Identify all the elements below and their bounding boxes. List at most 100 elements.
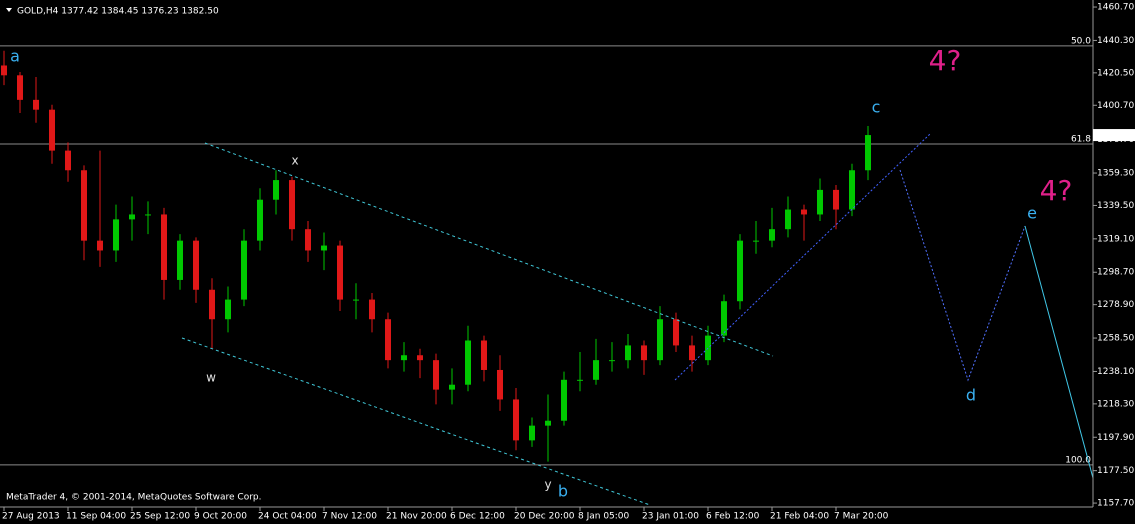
candle-body xyxy=(657,319,663,361)
x-tick-label: 27 Aug 2013 xyxy=(2,512,60,522)
wave-label: x xyxy=(291,154,298,168)
candle-body xyxy=(289,180,295,230)
candle-body xyxy=(801,209,807,215)
y-tick-label: 1238.10 xyxy=(1097,367,1134,377)
wave-label: 4? xyxy=(1040,174,1073,207)
y-tick-label: 1197.90 xyxy=(1097,433,1134,443)
y-tick-label: 1420.50 xyxy=(1097,68,1134,78)
candle-body xyxy=(369,299,375,320)
y-tick-label: 1319.10 xyxy=(1097,234,1134,244)
candle-body xyxy=(449,384,455,390)
level-label: 50.0 xyxy=(1071,36,1091,46)
candle-body xyxy=(833,189,839,210)
candle-body xyxy=(561,379,567,421)
candle-body xyxy=(17,75,23,100)
candle-body xyxy=(529,425,535,441)
wave-label: a xyxy=(10,47,20,66)
x-tick-label: 6 Feb 12:00 xyxy=(706,512,760,522)
y-tick-label: 1298.70 xyxy=(1097,268,1134,278)
chart-title: GOLD,H4 1377.42 1384.45 1376.23 1382.50 xyxy=(17,7,219,17)
wave-label: 4? xyxy=(929,44,962,77)
candle-body xyxy=(417,355,423,361)
y-tick-label: 1440.30 xyxy=(1097,36,1134,46)
y-tick-label: 1278.90 xyxy=(1097,300,1134,310)
y-tick-label: 1157.70 xyxy=(1097,499,1134,509)
candle-body xyxy=(481,340,487,370)
x-tick-label: 11 Sep 04:00 xyxy=(66,512,126,522)
channel-lower xyxy=(181,337,651,506)
x-tick-label: 25 Sep 12:00 xyxy=(130,512,190,522)
candle-body xyxy=(401,355,407,361)
candle-body xyxy=(689,345,695,361)
candle-body xyxy=(625,345,631,361)
candle-body xyxy=(353,299,359,301)
candle-body xyxy=(865,135,871,171)
wave-label: b xyxy=(558,482,568,501)
y-tick-label: 1400.70 xyxy=(1097,101,1134,111)
candle-body xyxy=(465,340,471,385)
candle-body xyxy=(145,214,151,216)
x-tick-label: 7 Nov 12:00 xyxy=(322,512,377,522)
candle-body xyxy=(433,360,439,390)
candle-body xyxy=(49,109,55,151)
candle-body xyxy=(337,245,343,300)
y-tick-label: 1177.50 xyxy=(1097,466,1134,476)
x-tick-label: 20 Dec 20:00 xyxy=(514,512,575,522)
candle-body xyxy=(385,319,391,361)
candle-body xyxy=(577,379,583,381)
candle-body xyxy=(609,360,615,362)
wave-label: c xyxy=(872,98,881,117)
candle-body xyxy=(33,99,39,110)
candle-body xyxy=(513,399,519,441)
y-tick-label: 1258.50 xyxy=(1097,334,1134,344)
candle-body xyxy=(273,180,279,200)
candle-body xyxy=(593,360,599,380)
candle-body xyxy=(193,240,199,290)
level-label: 61.8 xyxy=(1071,135,1091,145)
candle-body xyxy=(705,335,711,361)
candle-body xyxy=(497,369,503,400)
candle-body xyxy=(769,229,775,241)
candle-body xyxy=(737,240,743,302)
candle-body xyxy=(225,299,231,320)
y-tick-label: 1359.30 xyxy=(1097,169,1134,179)
wave-label: d xyxy=(966,386,976,405)
channel-upper xyxy=(204,142,774,357)
x-tick-label: 21 Nov 20:00 xyxy=(386,512,447,522)
candle-body xyxy=(81,170,87,241)
candle-body xyxy=(321,245,327,251)
candle-body xyxy=(849,170,855,210)
x-tick-label: 9 Oct 20:00 xyxy=(194,512,247,522)
axis: 1460.701440.301420.501400.701379.701359.… xyxy=(2,3,1135,522)
candle-body xyxy=(753,240,759,242)
projection xyxy=(1024,225,1094,479)
level-label: 100.0 xyxy=(1065,455,1091,465)
x-tick-label: 6 Dec 12:00 xyxy=(450,512,505,522)
wave-label: w xyxy=(206,371,216,385)
x-tick-label: 7 Mar 20:00 xyxy=(834,512,889,522)
menu-arrow[interactable] xyxy=(6,8,12,12)
candle-body xyxy=(641,345,647,361)
candle-body xyxy=(161,214,167,280)
candle-body xyxy=(721,301,727,336)
candle-body xyxy=(129,214,135,220)
candle-body xyxy=(209,289,215,320)
candle-body xyxy=(785,209,791,230)
wave-label: e xyxy=(1027,204,1037,223)
y-tick-label: 1460.70 xyxy=(1097,3,1134,13)
candle-body xyxy=(817,189,823,215)
candle-body xyxy=(545,420,551,426)
plot: 50.0 61.8 100.0 xyxy=(0,36,1093,466)
x-tick-label: 23 Jan 01:00 xyxy=(642,512,699,522)
candle-body xyxy=(97,240,103,251)
candle-body xyxy=(177,240,183,280)
wave-label: y xyxy=(544,478,551,492)
candle-body xyxy=(305,229,311,251)
trend-line xyxy=(674,133,931,381)
candle-body xyxy=(257,199,263,241)
candle-body xyxy=(65,150,71,171)
candle-body xyxy=(1,65,7,76)
price-box xyxy=(1093,129,1135,142)
